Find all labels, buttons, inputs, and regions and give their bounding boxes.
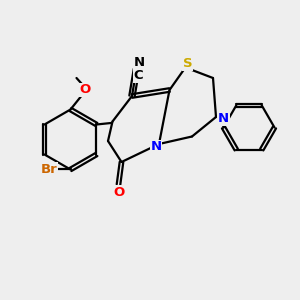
Text: O: O [79,83,90,97]
Text: N: N [218,112,229,125]
Text: N: N [134,56,145,70]
Text: Br: Br [40,163,57,176]
Text: N: N [150,140,162,154]
Text: O: O [113,185,124,199]
Text: C: C [134,69,143,82]
Text: S: S [183,57,193,70]
